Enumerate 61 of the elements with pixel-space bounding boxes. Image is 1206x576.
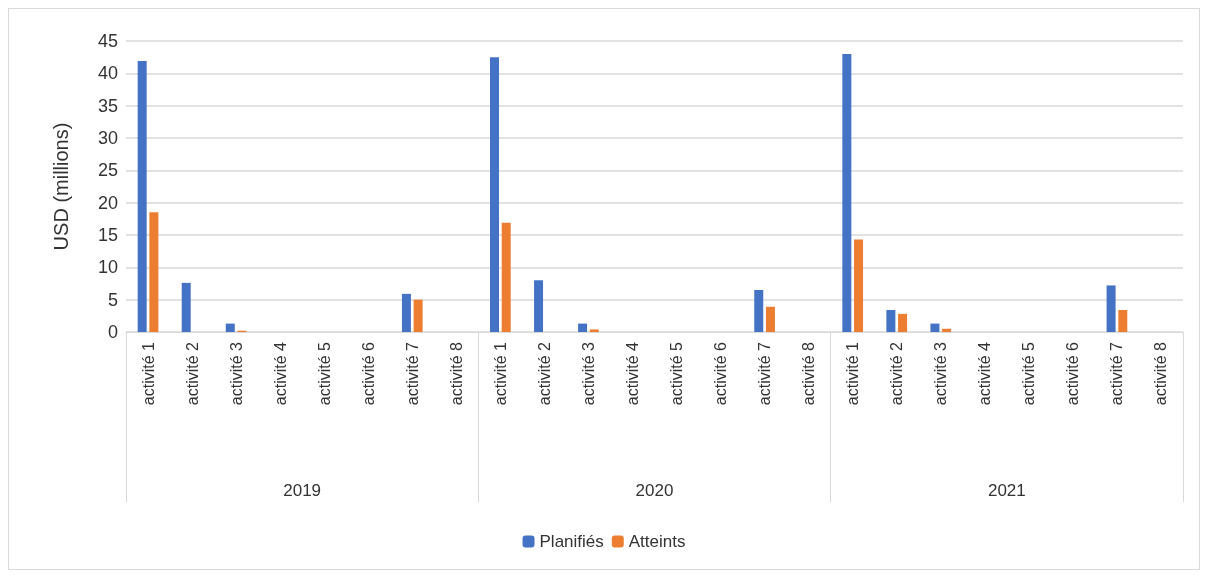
- x-tick-label: activité 3: [227, 341, 245, 406]
- x-tick-label: activité 8: [447, 341, 465, 406]
- bar: [898, 313, 908, 332]
- bar: [1118, 310, 1128, 332]
- x-tick-label: activité 7: [756, 341, 774, 406]
- x-tick-label: activité 6: [1064, 341, 1082, 406]
- bar: [942, 328, 952, 332]
- x-tick-label: activité 1: [491, 341, 509, 406]
- x-tick-label: activité 4: [976, 341, 994, 406]
- bar: [886, 310, 896, 332]
- x-tick-label: activité 8: [1152, 341, 1170, 406]
- legend-label: Planifiés: [539, 532, 604, 551]
- x-tick-label: activité 7: [403, 341, 421, 406]
- bar: [137, 61, 147, 332]
- y-tick-label: 45: [97, 31, 118, 51]
- bar: [401, 293, 411, 332]
- y-tick-label: 40: [97, 63, 118, 84]
- bar: [854, 239, 864, 332]
- bar: [754, 289, 764, 332]
- x-tick-label: activité 2: [183, 341, 201, 406]
- x-tick-label: activité 5: [315, 341, 333, 406]
- y-tick-label: 20: [97, 192, 118, 213]
- y-tick-label: 25: [97, 160, 118, 181]
- bar: [413, 299, 423, 332]
- x-tick-label: activité 8: [800, 341, 818, 406]
- x-tick-label: activité 1: [844, 341, 862, 406]
- bar: [534, 280, 544, 332]
- x-tick-label: activité 6: [359, 341, 377, 406]
- y-tick-label: 0: [107, 322, 118, 342]
- y-tick-label: 5: [107, 289, 118, 310]
- x-tick-label: activité 7: [1108, 341, 1126, 406]
- y-axis-title: USD (millions): [50, 122, 72, 251]
- bar: [578, 323, 588, 332]
- y-tick-label: 10: [97, 257, 118, 278]
- legend-label: Atteints: [628, 532, 686, 551]
- y-tick-label: 30: [97, 128, 118, 148]
- x-tick-label: activité 1: [139, 341, 157, 406]
- x-tick-label: activité 5: [1020, 341, 1038, 406]
- x-tick-label: activité 3: [579, 341, 597, 406]
- text: 2020: [635, 481, 674, 500]
- bar: [930, 323, 940, 332]
- bar: [181, 282, 191, 332]
- bar: [225, 323, 235, 332]
- x-tick-label: activité 2: [535, 341, 553, 406]
- x-tick-label: activité 3: [932, 341, 950, 406]
- y-tick-label: 15: [97, 225, 118, 245]
- text: 2019: [283, 481, 322, 500]
- x-tick-label: activité 5: [668, 341, 686, 406]
- text: 2021: [987, 481, 1026, 500]
- x-tick-label: activité 6: [712, 341, 730, 406]
- bar: [842, 53, 852, 332]
- bar: [589, 329, 599, 332]
- bar: [1106, 285, 1116, 332]
- x-tick-label: activité 2: [888, 341, 906, 406]
- x-tick-label: activité 4: [271, 341, 289, 406]
- bar: [765, 306, 775, 332]
- y-tick-label: 35: [97, 95, 118, 116]
- bar: [490, 57, 499, 332]
- x-tick-label: activité 4: [623, 341, 641, 406]
- bar: [149, 212, 159, 332]
- bar: [501, 222, 511, 332]
